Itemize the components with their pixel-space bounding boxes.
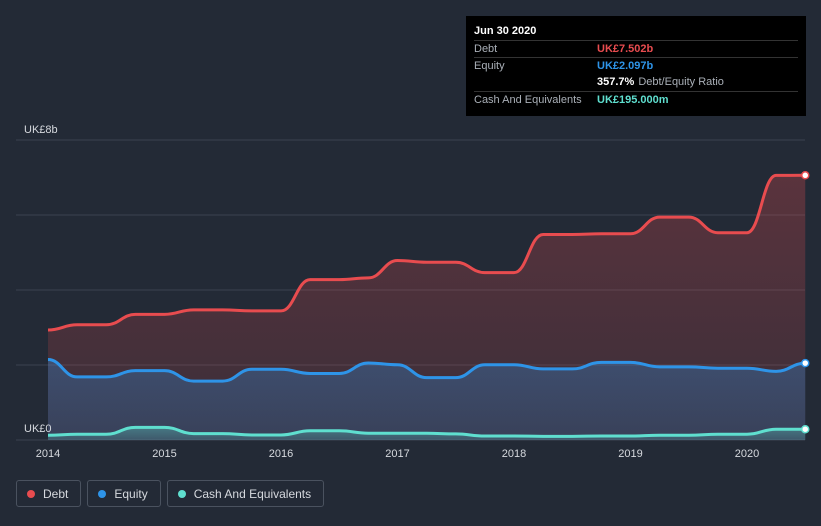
tooltip-ratio-value: 357.7%	[597, 76, 635, 88]
series-lines	[47, 171, 810, 438]
legend-label-cash: Cash And Equivalents	[193, 486, 312, 501]
tooltip-ratio-label: Debt/Equity Ratio	[638, 76, 724, 88]
legend-dot-cash	[177, 489, 186, 498]
axis-labels: UK£8b UK£0 2014 2015 2016 2017 2018 2019 2020	[24, 124, 759, 460]
tooltip-row-ratio: 357.7% Debt/Equity Ratio	[474, 74, 798, 91]
line-cash	[47, 425, 806, 438]
tooltip-debt-label: Debt	[474, 43, 498, 55]
tooltip-row-debt: Debt UK£7.502b	[474, 40, 798, 57]
tooltip-cash-value: UK£195.000m	[597, 94, 669, 106]
legend-item-debt[interactable]: Debt	[16, 480, 82, 507]
legend-item-cash[interactable]: Cash And Equivalents	[166, 480, 325, 507]
line-equity	[47, 358, 806, 383]
y-axis-top-label: UK£8b	[24, 124, 58, 136]
legend-dot-debt	[27, 489, 35, 498]
tooltip-cash-label: Cash And Equivalents	[474, 94, 582, 106]
end-marker-debt	[801, 171, 810, 180]
tooltip-equity-value: UK£2.097b	[597, 60, 654, 72]
x-tick-label: 2020	[735, 448, 759, 460]
legend-label-equity: Equity	[114, 486, 148, 501]
x-tick-label: 2019	[618, 448, 642, 460]
x-tick-label: 2018	[502, 448, 526, 460]
tooltip-row-cash: Cash And Equivalents UK£195.000m	[474, 91, 798, 108]
x-tick-label: 2014	[36, 448, 60, 460]
x-tick-label: 2015	[152, 448, 176, 460]
x-tick-label: 2017	[385, 448, 409, 460]
tooltip-date: Jun 30 2020	[474, 25, 537, 37]
tooltip-equity-label: Equity	[474, 60, 505, 72]
end-marker-equity	[801, 358, 810, 368]
end-marker-cash	[801, 424, 810, 434]
tooltip-panel: Jun 30 2020 Debt UK£7.502b Equity UK£2.0…	[466, 16, 806, 116]
legend-dot-equity	[98, 489, 107, 498]
tooltip-row-equity: Equity UK£2.097b	[474, 57, 798, 74]
x-tick-label: 2016	[269, 448, 293, 460]
legend-item-equity[interactable]: Equity	[87, 480, 161, 507]
tooltip-debt-value: UK£7.502b	[597, 43, 654, 55]
area-equity	[48, 359, 806, 440]
chart-legend: Debt Equity Cash And Equivalents	[16, 480, 325, 507]
y-axis-bottom-label: UK£0	[24, 423, 52, 435]
legend-label-debt: Debt	[43, 486, 69, 501]
line-debt	[47, 173, 806, 332]
